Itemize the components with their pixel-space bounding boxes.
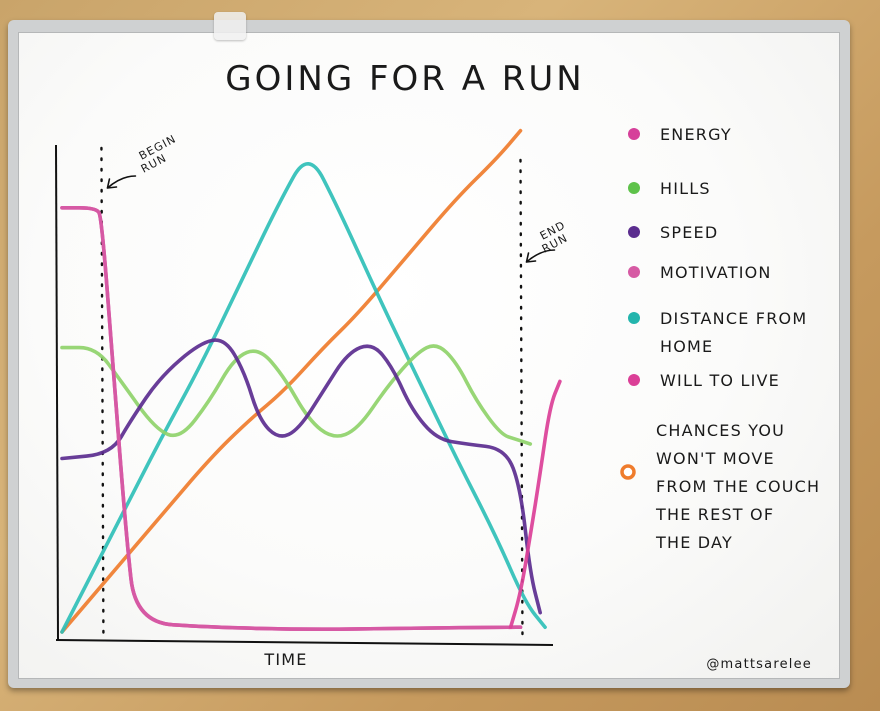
legend-label-line: THE DAY [655, 533, 733, 552]
whiteboard-surface [18, 32, 840, 679]
x-axis [55, 639, 554, 646]
legend-item: DISTANCE FROM HOME [628, 309, 807, 356]
legend-label-line: HILLS [660, 179, 711, 198]
legend-label-line: CHANCES YOU [656, 421, 785, 440]
series-line-will-to-live [508, 379, 562, 629]
legend-label-line: WILL TO LIVE [660, 371, 780, 390]
chart-legend: ENERGY HILLS SPEED MOTIVATION DISTANCE FROM H… [620, 125, 820, 552]
legend-label-line: SPEED [660, 223, 718, 242]
end-run-arrow [525, 249, 556, 263]
legend-label-line: DISTANCE FROM [660, 309, 807, 328]
credit-text: @mattsarelee [706, 657, 812, 672]
legend-marker-dot [620, 464, 636, 480]
legend-marker-dot [628, 226, 640, 238]
legend-item: HILLS [628, 179, 711, 198]
board-clip [214, 12, 246, 40]
chart-axes [55, 144, 554, 646]
legend-marker-dot [628, 128, 640, 140]
x-axis-label: TIME [263, 650, 307, 669]
legend-label-line: WON'T MOVE [656, 449, 775, 468]
series-line-speed [60, 338, 542, 615]
legend-marker-dot [628, 374, 640, 386]
legend-marker-dot [628, 182, 640, 194]
chart-title: GOING FOR A RUN [225, 59, 584, 99]
legend-item: ENERGY [628, 125, 732, 144]
series-line-chances-you-won-t-move-from-the-couch-the-rest-of-the-day [60, 128, 523, 634]
legend-marker-dot [628, 312, 640, 324]
series-line-motivation [60, 206, 523, 631]
series-line-hills [60, 344, 533, 446]
y-axis [55, 144, 59, 641]
begin-run-marker [100, 146, 105, 642]
legend-item: CHANCES YOU WON'T MOVE FROM THE COUCH THE R… [620, 421, 820, 552]
legend-label-line: FROM THE COUCH [656, 477, 820, 496]
legend-label-line: THE REST OF [655, 505, 774, 524]
end-run-marker [519, 158, 524, 642]
legend-marker-dot [628, 266, 640, 278]
series-line-distance-from-home [60, 162, 547, 634]
legend-label-line: MOTIVATION [660, 263, 772, 282]
legend-item: SPEED [628, 223, 718, 242]
legend-label-line: HOME [660, 337, 713, 356]
legend-label-line: ENERGY [660, 125, 732, 144]
legend-item: WILL TO LIVE [628, 371, 780, 390]
begin-run-arrow [106, 175, 137, 189]
legend-item: MOTIVATION [628, 263, 772, 282]
